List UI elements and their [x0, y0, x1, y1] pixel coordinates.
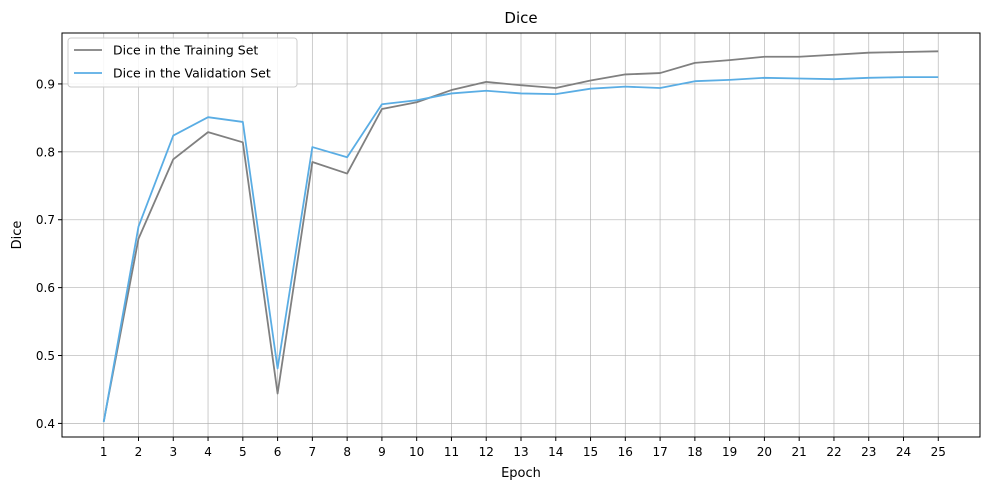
y-tick-label: 0.5 [36, 349, 55, 363]
series-lines [102, 50, 939, 423]
x-tick-label: 17 [652, 445, 667, 459]
x-axis-ticks: 1 2 3 4 5 6 7 8 9 10 11 12 13 14 15 16 17 18 19 20 21 22 23 24 2… [100, 437, 946, 459]
x-tick-label: 3 [169, 445, 177, 459]
x-tick-label: 5 [239, 445, 247, 459]
y-tick-label: 0.8 [36, 145, 55, 159]
chart-title: Dice [504, 9, 537, 27]
x-tick-label: 4 [204, 445, 212, 459]
x-tick-label: 13 [513, 445, 528, 459]
x-tick-label: 19 [722, 445, 737, 459]
y-tick-label: 0.4 [36, 417, 55, 431]
x-tick-label: 15 [583, 445, 598, 459]
y-axis-ticks: 0.4 0.5 0.6 0.7 0.8 0.9 [36, 77, 62, 431]
x-tick-label: 14 [548, 445, 563, 459]
y-tick-label: 0.9 [36, 77, 55, 91]
x-tick-label: 8 [343, 445, 351, 459]
x-tick-label: 2 [135, 445, 143, 459]
x-tick-label: 16 [618, 445, 633, 459]
legend-entry-validation: Dice in the Validation Set [113, 66, 271, 81]
x-tick-label: 11 [444, 445, 459, 459]
x-tick-label: 9 [378, 445, 386, 459]
legend: Dice in the Training Set Dice in the Val… [67, 37, 298, 88]
x-tick-label: 10 [409, 445, 424, 459]
x-tick-label: 12 [479, 445, 494, 459]
y-tick-label: 0.7 [36, 213, 55, 227]
x-tick-label: 18 [687, 445, 702, 459]
series-line-training [102, 50, 939, 422]
y-axis-label: Dice [10, 221, 25, 250]
x-tick-label: 20 [757, 445, 772, 459]
x-tick-label: 23 [861, 445, 876, 459]
y-tick-label: 0.6 [36, 281, 55, 295]
series-line-validation [102, 76, 939, 423]
x-tick-label: 22 [826, 445, 841, 459]
x-tick-label: 6 [274, 445, 282, 459]
x-tick-label: 24 [896, 445, 911, 459]
legend-box [67, 37, 298, 88]
x-tick-label: 7 [309, 445, 317, 459]
x-tick-label: 1 [100, 445, 108, 459]
x-tick-label: 25 [931, 445, 946, 459]
legend-entry-training: Dice in the Training Set [113, 43, 258, 58]
x-tick-label: 21 [792, 445, 807, 459]
x-axis-label: Epoch [501, 466, 541, 481]
